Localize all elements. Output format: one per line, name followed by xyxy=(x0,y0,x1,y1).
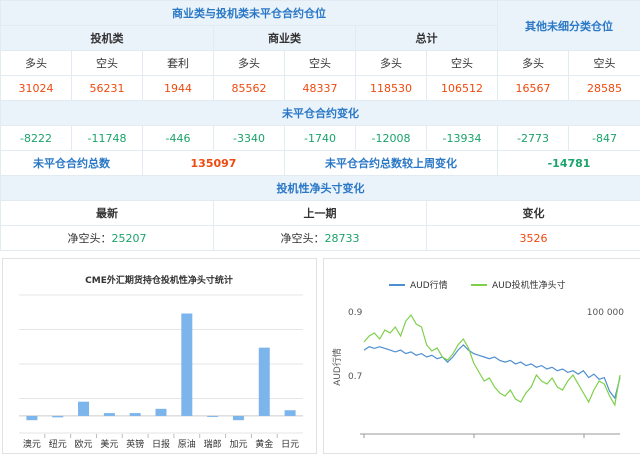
total-oi-change-value: -14781 xyxy=(498,151,640,176)
bar-category-label: 原油 xyxy=(178,438,196,450)
left-tick-mid: 0.7 xyxy=(348,372,362,382)
legend-aud[interactable]: AUD行情 xyxy=(389,279,448,291)
aud-line-chart: AUD行情 AUD投机性净头寸 0.9 0.7 100 000 AUD行情 xyxy=(324,259,640,453)
change-value: -13934 xyxy=(427,126,498,151)
bar-原油[interactable] xyxy=(181,313,192,415)
bar-美元[interactable] xyxy=(104,413,115,416)
net-latest-label: 净空头： xyxy=(68,232,112,245)
col-label: 多头 xyxy=(356,51,427,76)
bar-category-label: 英镑 xyxy=(126,438,144,450)
col-label: 空头 xyxy=(569,51,640,76)
bar-category-label: 纽元 xyxy=(49,438,67,450)
position-value: 118530 xyxy=(356,76,427,101)
bar-加元[interactable] xyxy=(233,416,244,420)
bar-日元[interactable] xyxy=(285,410,296,416)
position-value: 31024 xyxy=(1,76,72,101)
bar-日报[interactable] xyxy=(156,409,167,416)
net-prev-cell: 净空头：28733 xyxy=(214,226,427,251)
net-position-bar-chart-panel: CME外汇期货持仓投机性净头寸统计 澳元纽元欧元美元英镑日报原油瑞郎加元黄金日元 xyxy=(2,258,317,454)
col-label: 空头 xyxy=(427,51,498,76)
net-title: 投机性净头寸变化 xyxy=(1,176,640,201)
net-prev-value: 28733 xyxy=(325,232,360,245)
change-value: -1740 xyxy=(285,126,356,151)
left-axis-label: AUD行情 xyxy=(331,348,343,386)
position-value: 106512 xyxy=(427,76,498,101)
cot-table: 商业类与投机类未平仓合约仓位 其他未细分类仓位 投机类 商业类 总计 多头 空头… xyxy=(0,0,640,251)
col-label: 套利 xyxy=(143,51,214,76)
col-label: 空头 xyxy=(72,51,143,76)
total-oi-value: 135097 xyxy=(143,151,285,176)
legend-net-label: AUD投机性净头寸 xyxy=(492,279,566,291)
net-col-change: 变化 xyxy=(427,201,640,226)
bar-英镑[interactable] xyxy=(130,413,141,416)
change-value: -2773 xyxy=(498,126,569,151)
bar-category-label: 黄金 xyxy=(255,438,273,450)
group-total: 总计 xyxy=(356,26,498,51)
bar-category-label: 日报 xyxy=(152,438,170,450)
aud-line-chart-panel: AUD行情 AUD投机性净头寸 0.9 0.7 100 000 AUD行情 xyxy=(323,258,640,454)
position-value: 28585 xyxy=(569,76,640,101)
bar-瑞郎[interactable] xyxy=(207,416,218,417)
net-col-latest: 最新 xyxy=(1,201,214,226)
left-tick-top: 0.9 xyxy=(348,308,363,318)
change-value: -3340 xyxy=(214,126,285,151)
line-marks xyxy=(364,315,620,405)
bar-chart-title: CME外汇期货持仓投机性净头寸统计 xyxy=(85,274,233,286)
change-value: -8222 xyxy=(1,126,72,151)
bar-澳元[interactable] xyxy=(26,416,37,420)
header-other: 其他未细分类仓位 xyxy=(498,1,640,51)
aud-net-position-line[interactable] xyxy=(364,315,620,405)
bar-纽元[interactable] xyxy=(52,416,63,417)
bar-labels: 澳元纽元欧元美元英镑日报原油瑞郎加元黄金日元 xyxy=(23,434,299,450)
position-value: 16567 xyxy=(498,76,569,101)
bar-欧元[interactable] xyxy=(78,402,89,416)
bar-黄金[interactable] xyxy=(259,348,270,416)
change-title: 未平仓合约变化 xyxy=(1,101,640,126)
bar-category-label: 欧元 xyxy=(75,438,93,450)
total-oi-label: 未平仓合约总数 xyxy=(1,151,143,176)
col-label: 多头 xyxy=(214,51,285,76)
net-latest-value: 25207 xyxy=(112,232,147,245)
bar-category-label: 美元 xyxy=(100,438,118,450)
header-commercial-spec: 商业类与投机类未平仓合约仓位 xyxy=(1,1,498,26)
change-value: -446 xyxy=(143,126,214,151)
total-oi-change-label: 未平仓合约总数较上周变化 xyxy=(285,151,498,176)
change-value: -11748 xyxy=(72,126,143,151)
legend-net[interactable]: AUD投机性净头寸 xyxy=(471,279,566,291)
col-label: 多头 xyxy=(498,51,569,76)
col-label: 多头 xyxy=(1,51,72,76)
bar-category-label: 日元 xyxy=(281,439,299,450)
position-value: 48337 xyxy=(285,76,356,101)
net-change-value: 3526 xyxy=(427,226,640,251)
net-prev-label: 净空头： xyxy=(281,232,325,245)
bar-category-label: 瑞郎 xyxy=(204,438,222,450)
group-spec: 投机类 xyxy=(1,26,214,51)
position-value: 56231 xyxy=(72,76,143,101)
bar-category-label: 澳元 xyxy=(23,438,41,450)
change-value: -847 xyxy=(569,126,640,151)
legend-aud-label: AUD行情 xyxy=(410,279,448,291)
col-label: 空头 xyxy=(285,51,356,76)
bar-category-label: 加元 xyxy=(229,439,247,450)
position-value: 85562 xyxy=(214,76,285,101)
group-comm: 商业类 xyxy=(214,26,356,51)
change-value: -12008 xyxy=(356,126,427,151)
position-value: 1944 xyxy=(143,76,214,101)
net-position-bar-chart: CME外汇期货持仓投机性净头寸统计 澳元纽元欧元美元英镑日报原油瑞郎加元黄金日元 xyxy=(3,259,316,453)
net-latest-cell: 净空头：25207 xyxy=(1,226,214,251)
right-tick-top: 100 000 xyxy=(587,308,624,318)
net-col-prev: 上一期 xyxy=(214,201,427,226)
